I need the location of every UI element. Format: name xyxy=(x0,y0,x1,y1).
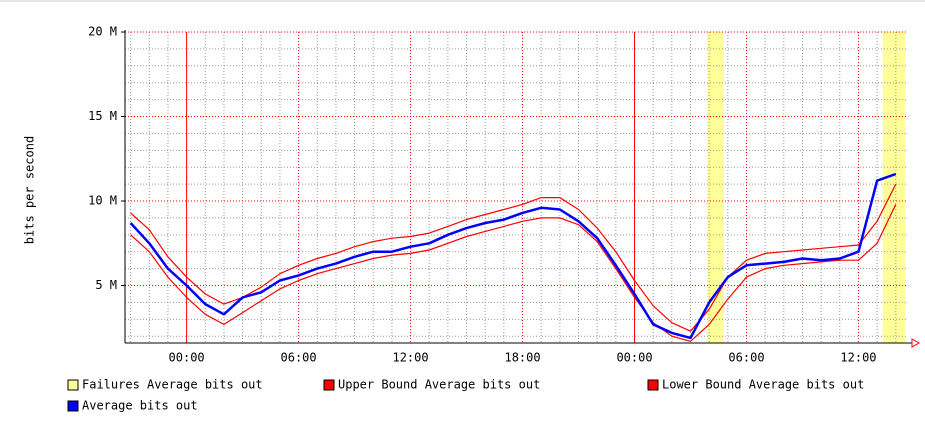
legend-swatch xyxy=(647,379,659,391)
legend-label: Average bits out xyxy=(82,399,198,413)
x-tick-label: 06:00 xyxy=(281,351,317,365)
x-tick-label: 12:00 xyxy=(840,351,876,365)
x-tick-label: 00:00 xyxy=(169,351,205,365)
legend-label: Failures Average bits out xyxy=(82,378,263,392)
series-line xyxy=(130,183,897,332)
y-axis-label: bits per second xyxy=(23,136,37,244)
legend-label: Lower Bound Average bits out xyxy=(662,378,864,392)
series-line xyxy=(130,204,897,342)
x-tick-label: 00:00 xyxy=(616,351,652,365)
x-tick-label: 12:00 xyxy=(392,351,428,365)
legend-swatch xyxy=(67,400,79,412)
x-tick-label: 06:00 xyxy=(728,351,764,365)
axis-arrow xyxy=(911,338,921,348)
y-tick-label: 5 M xyxy=(95,278,117,292)
y-tick-label: 10 M xyxy=(88,194,117,208)
failure-band xyxy=(707,32,725,343)
legend-label: Upper Bound Average bits out xyxy=(338,378,540,392)
y-tick-label: 15 M xyxy=(88,109,117,123)
y-tick-label: 20 M xyxy=(88,25,117,39)
x-tick-label: 18:00 xyxy=(504,351,540,365)
legend-swatch xyxy=(67,379,79,391)
legend-swatch xyxy=(323,379,335,391)
series-line xyxy=(129,172,897,340)
